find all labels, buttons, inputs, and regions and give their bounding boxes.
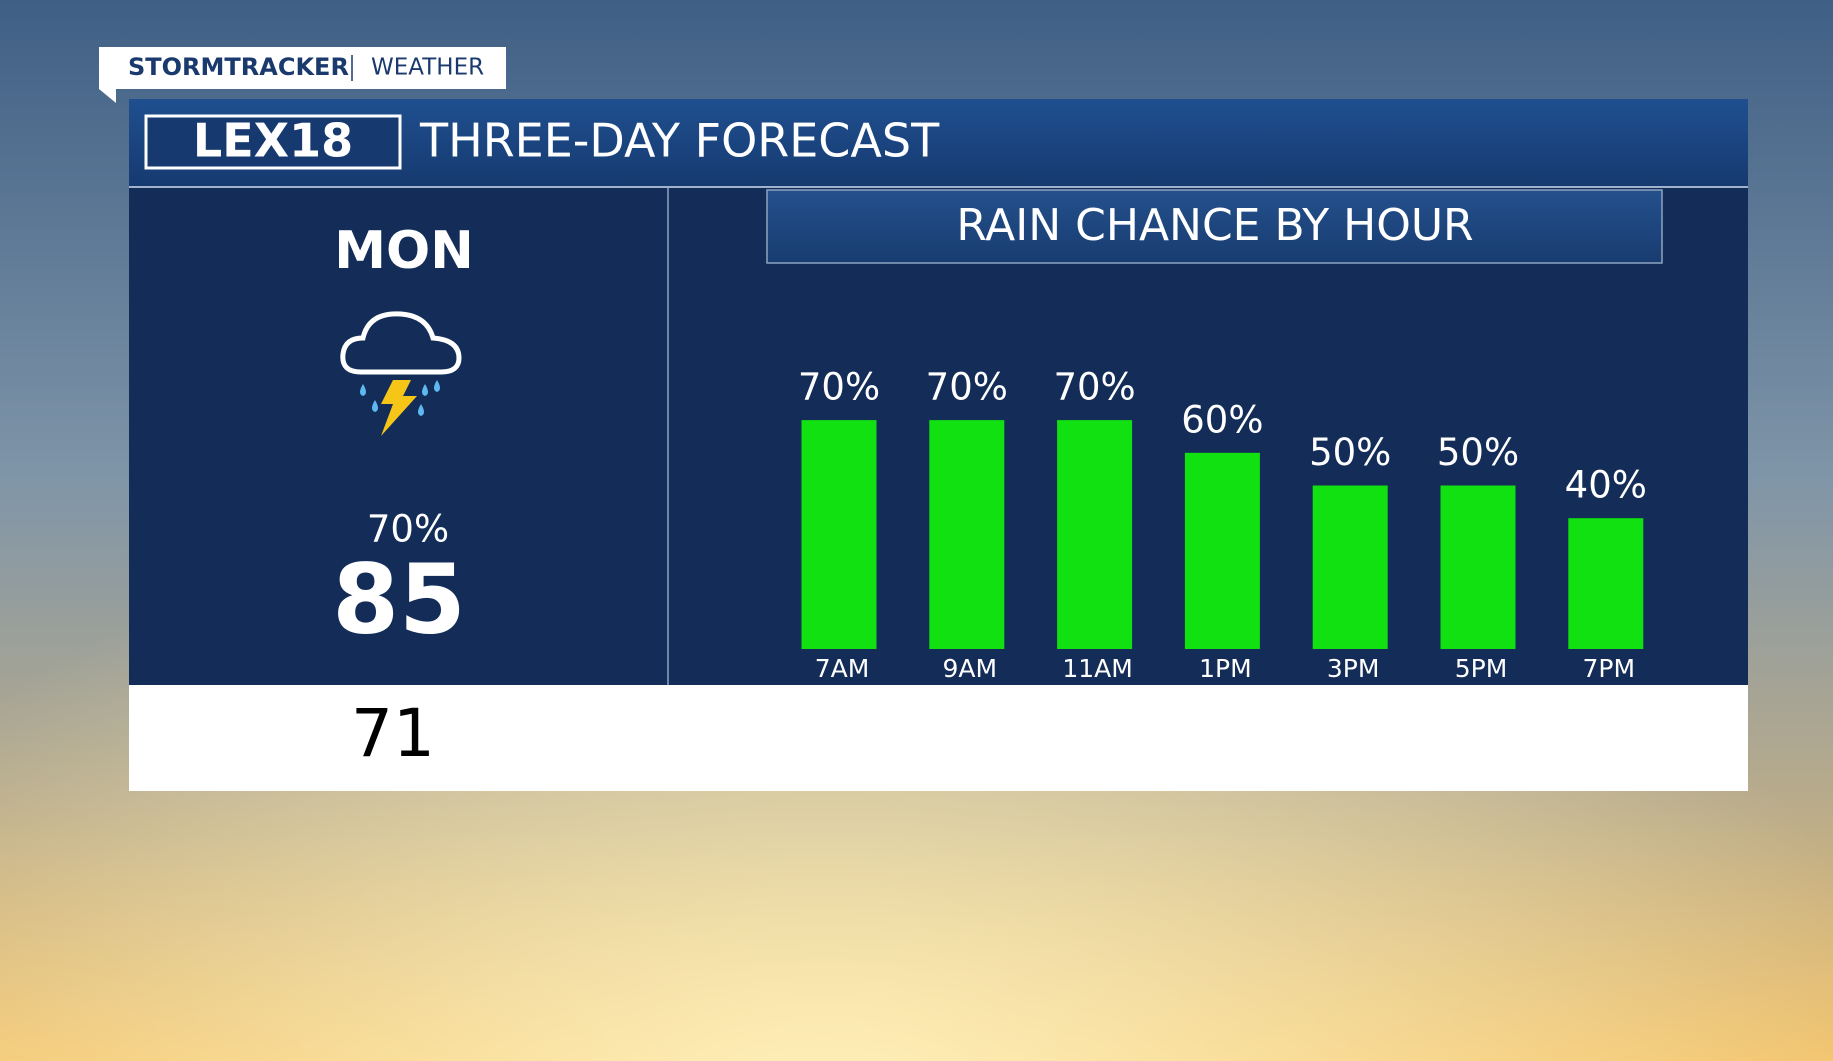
- bar: [1440, 485, 1516, 649]
- x-tick-label: 11AM: [1062, 654, 1132, 683]
- day-high: 85: [332, 543, 466, 655]
- brand-section: WEATHER: [371, 55, 484, 81]
- value-label: 50%: [1437, 431, 1519, 474]
- bar: [1312, 485, 1388, 649]
- value-label: 70%: [798, 366, 880, 409]
- storm-icon: [340, 311, 462, 436]
- bar: [929, 420, 1005, 649]
- x-tick-label: 7AM: [815, 654, 870, 683]
- x-tick-label: 7PM: [1583, 654, 1636, 683]
- day-precip: 70%: [367, 508, 449, 551]
- logo: LEX18: [193, 114, 353, 168]
- low-strip: [129, 685, 1748, 791]
- value-label: 60%: [1181, 398, 1263, 441]
- logo-box: [144, 114, 402, 170]
- day-name: MON: [334, 221, 473, 281]
- value-label: 70%: [1053, 366, 1135, 409]
- value-label: 40%: [1565, 464, 1647, 507]
- day-low: 71: [351, 695, 435, 772]
- x-tick-label: 5PM: [1455, 654, 1508, 683]
- bar: [801, 420, 877, 649]
- brand-name: STORMTRACKER: [128, 53, 349, 81]
- chart-title: RAIN CHANCE BY HOUR: [956, 200, 1473, 251]
- bar: [1568, 518, 1644, 649]
- bar: [1184, 452, 1260, 649]
- brand-tag: [99, 47, 506, 103]
- value-label: 50%: [1309, 431, 1391, 474]
- header-title: THREE-DAY FORECAST: [419, 114, 940, 168]
- chart-title-box: [766, 189, 1663, 264]
- value-label: 70%: [926, 366, 1008, 409]
- x-tick-label: 9AM: [943, 654, 998, 683]
- bar: [1057, 420, 1133, 649]
- x-tick-label: 1PM: [1199, 654, 1252, 683]
- x-tick-label: 3PM: [1327, 654, 1380, 683]
